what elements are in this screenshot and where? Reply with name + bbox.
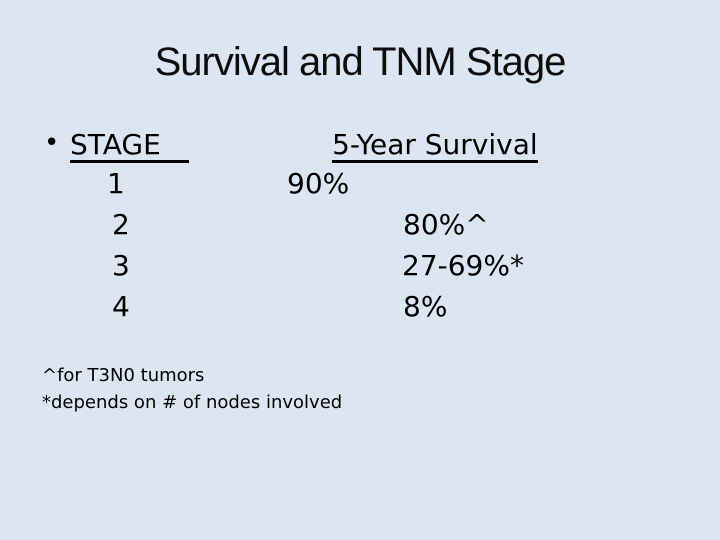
table-header-row: • STAGE 5-Year Survival bbox=[0, 128, 720, 166]
table-row: 4 8% bbox=[0, 290, 720, 326]
footnote-asterisk: *depends on # of nodes involved bbox=[42, 392, 343, 413]
stage-value: 2 bbox=[112, 208, 130, 241]
survival-column-header: 5-Year Survival bbox=[332, 128, 538, 163]
survival-value: 80%^ bbox=[403, 208, 489, 241]
slide-title: Survival and TNM Stage bbox=[154, 40, 567, 84]
stage-column-header: STAGE bbox=[70, 130, 189, 163]
stage-value: 3 bbox=[112, 249, 130, 282]
table-row: 2 80%^ bbox=[0, 208, 720, 244]
stage-value: 1 bbox=[107, 167, 125, 200]
survival-value: 8% bbox=[403, 290, 448, 323]
stage-value: 4 bbox=[112, 290, 130, 323]
footnotes-block: ^for T3N0 tumors *depends on # of nodes … bbox=[42, 362, 342, 416]
list-bullet: • bbox=[44, 128, 60, 158]
survival-value: 90% bbox=[287, 167, 350, 200]
table-row: 1 90% bbox=[0, 167, 720, 203]
table-row: 3 27-69%* bbox=[0, 249, 720, 285]
survival-value: 27-69%* bbox=[402, 249, 524, 282]
footnote-caret: ^for T3N0 tumors bbox=[42, 365, 205, 386]
